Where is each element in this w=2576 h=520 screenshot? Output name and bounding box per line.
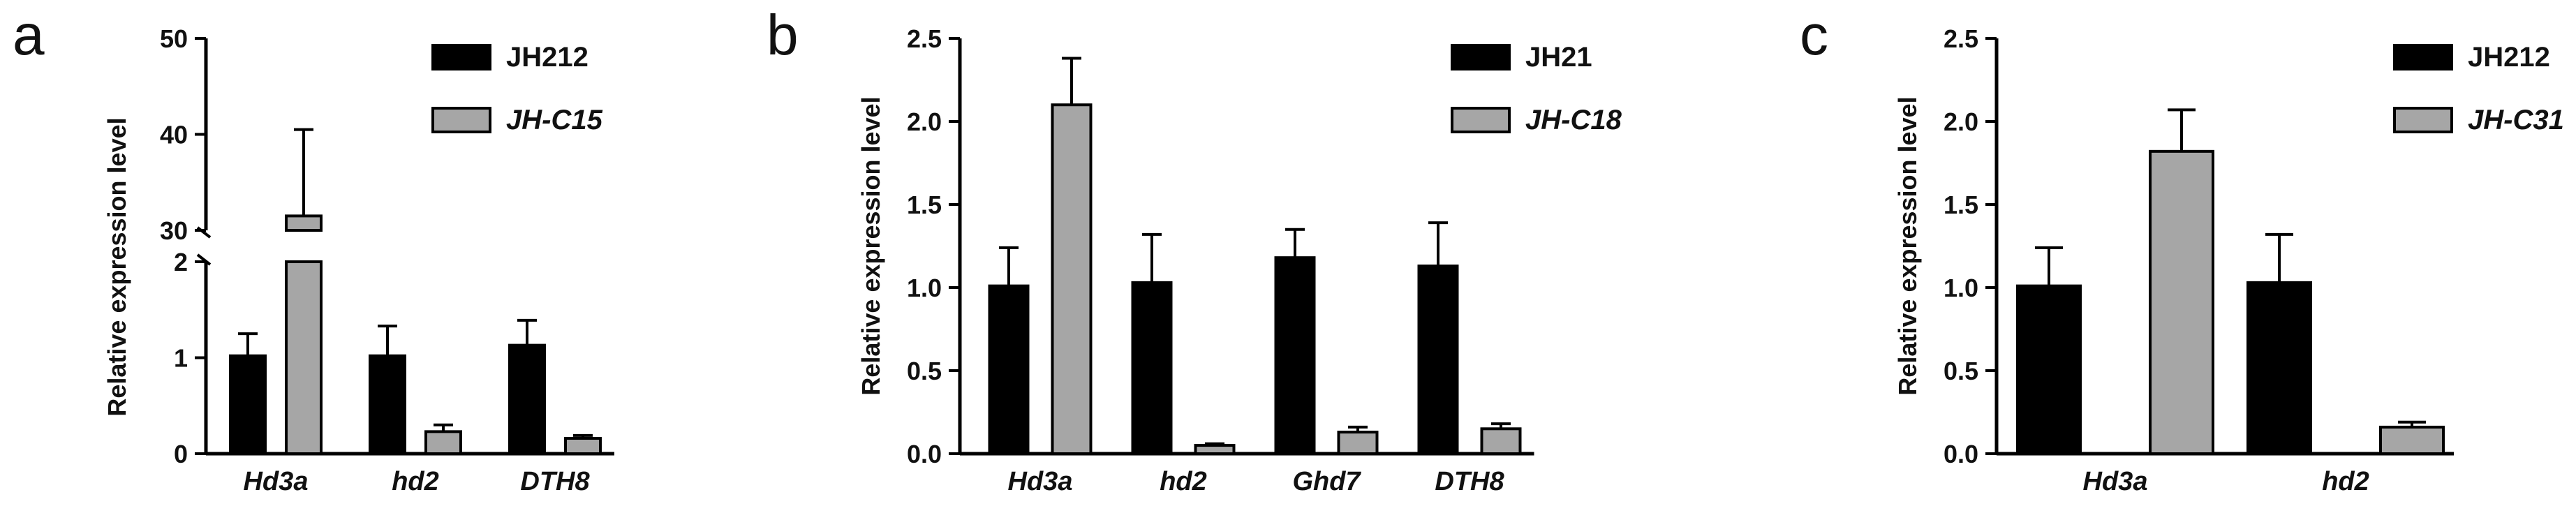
bar-mutant (1051, 103, 1093, 455)
x-category-label: hd2 (392, 467, 439, 496)
chart-panel-b: b 0.0 0.5 1.0 1.5 2.0 2.5 Hd3a hd2 Ghd7 DTH8 Relati… (767, 3, 1622, 496)
bar-control (369, 354, 406, 455)
x-category-label: DTH8 (1435, 467, 1504, 496)
bar-mutant (1480, 427, 1522, 455)
legend-label: JH-C31 (2468, 105, 2564, 135)
y-tick-label: 40 (160, 121, 188, 149)
y-tick-label: 30 (160, 216, 188, 245)
y-axis-label: Relative expression level (857, 96, 885, 395)
x-category-label: hd2 (1160, 467, 1207, 496)
y-tick-label: 2.0 (1944, 107, 1978, 136)
y-tick-label: 2 (174, 248, 188, 276)
y-tick-label: 0 (174, 440, 188, 468)
chart-panel-c: c 0.0 0.5 1.0 1.5 2.0 2.5 Hd3a hd2 Relative expre… (1800, 3, 2564, 496)
y-tick-label: 0.5 (907, 357, 942, 385)
axis-break-mark (196, 253, 212, 266)
y-tick-label: 2.0 (907, 107, 942, 136)
x-category-label: DTH8 (520, 467, 590, 496)
y-tick-label: 1 (174, 344, 188, 373)
legend-label: JH-C18 (1525, 105, 1622, 135)
y-tick-label: 50 (160, 24, 188, 53)
bar-mutant (424, 430, 462, 455)
y-tick-label: 0.0 (907, 440, 942, 468)
y-tick-label: 2.5 (1944, 24, 1978, 53)
y-tick-label: 1.5 (907, 191, 942, 219)
panel-letter: c (1800, 3, 1828, 67)
legend-swatch-control (2393, 44, 2453, 70)
bar-control (229, 354, 267, 455)
legend-label: JH21 (1525, 42, 1592, 73)
x-category-label: Hd3a (1008, 467, 1073, 496)
y-tick-label: 0.5 (1944, 357, 1978, 385)
legend-label: JH212 (2468, 42, 2550, 73)
bar-control (508, 343, 546, 455)
legend-swatch-control (1451, 44, 1511, 70)
y-tick-label: 0.0 (1944, 440, 1978, 468)
bar-control (1131, 281, 1173, 455)
bar-mutant (1337, 431, 1379, 455)
bar-control (2016, 284, 2082, 455)
bar-mutant (2149, 149, 2214, 455)
y-axis-label: Relative expression level (103, 117, 131, 416)
legend-label: JH212 (506, 42, 589, 73)
panel-letter: a (13, 3, 45, 67)
bar-mutant-upper (285, 214, 323, 232)
x-category-label: hd2 (2322, 467, 2369, 496)
bar-control (1274, 256, 1316, 455)
bar-mutant (564, 437, 602, 455)
x-category-label: Hd3a (244, 467, 309, 496)
y-tick-label: 2.5 (907, 24, 942, 53)
x-category-label: Ghd7 (1292, 467, 1361, 496)
bar-mutant (2379, 425, 2445, 455)
bar-mutant (285, 260, 323, 455)
bar-control (1417, 265, 1459, 455)
y-tick-label: 1.5 (1944, 191, 1978, 219)
legend-label: JH-C15 (506, 105, 603, 135)
bar-control (2246, 281, 2312, 455)
bar-control (988, 284, 1030, 455)
y-tick-label: 1.0 (1944, 274, 1978, 302)
legend-swatch-mutant (431, 107, 491, 133)
legend-swatch-mutant (2393, 107, 2453, 133)
panel-letter: b (767, 3, 799, 67)
chart-panel-a: a 0 1 2 30 40 50 Hd3a hd2 DTH8 Relative expression… (13, 3, 614, 496)
y-axis-label: Relative expression level (1893, 96, 1922, 395)
bar-mutant (1194, 444, 1236, 455)
x-category-label: Hd3a (2083, 467, 2148, 496)
legend-swatch-mutant (1451, 107, 1511, 133)
y-tick-label: 1.0 (907, 274, 942, 302)
legend-swatch-control (431, 44, 491, 70)
